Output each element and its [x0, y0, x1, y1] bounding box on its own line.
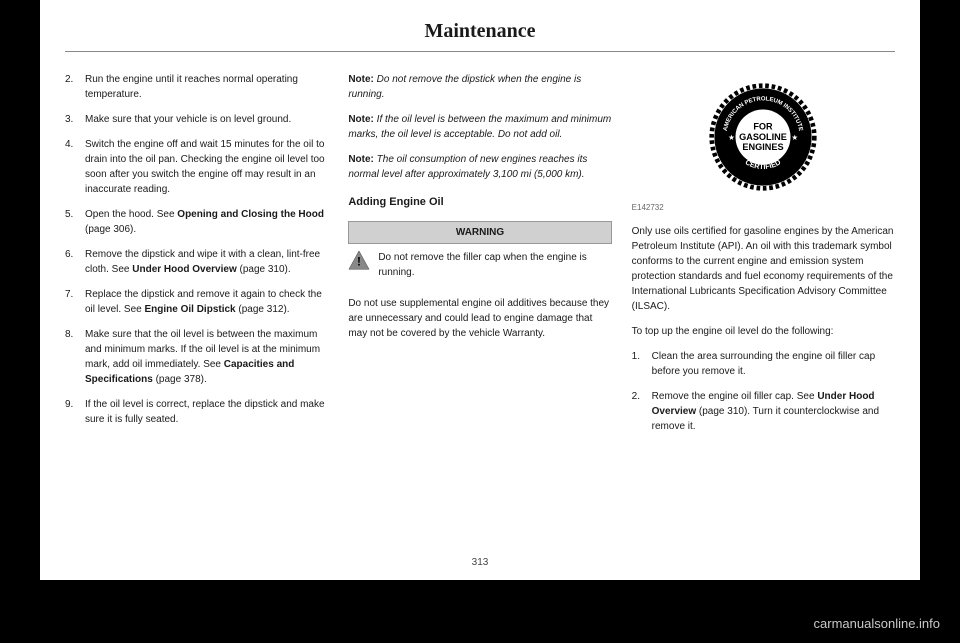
svg-text:★: ★: [792, 133, 799, 142]
list-number: 1.: [632, 349, 652, 379]
list-text: Remove the engine oil filler cap. See Un…: [652, 389, 895, 434]
section-heading: Adding Engine Oil: [348, 194, 611, 211]
list-number: 7.: [65, 287, 85, 317]
list-text: If the oil level is correct, replace the…: [85, 397, 328, 427]
warning-triangle-icon: !: [348, 250, 370, 270]
warning-box: WARNING ! Do not remove the filler cap w…: [348, 221, 611, 286]
page-container: Maintenance 2. Run the engine until it r…: [40, 0, 920, 580]
list-number: 5.: [65, 207, 85, 237]
svg-text:★: ★: [728, 133, 735, 142]
list-number: 4.: [65, 137, 85, 197]
list-item: 8. Make sure that the oil level is betwe…: [65, 327, 328, 387]
list-item: 2. Remove the engine oil filler cap. See…: [632, 389, 895, 434]
column-1: 2. Run the engine until it reaches norma…: [65, 72, 328, 444]
list-text: Run the engine until it reaches normal o…: [85, 72, 328, 102]
warning-header: WARNING: [348, 221, 611, 244]
list-item: 7. Replace the dipstick and remove it ag…: [65, 287, 328, 317]
list-text: Switch the engine off and wait 15 minute…: [85, 137, 328, 197]
list-text: Clean the area surrounding the engine oi…: [652, 349, 895, 379]
note-text: Note: If the oil level is between the ma…: [348, 112, 611, 142]
list-item: 5. Open the hood. See Opening and Closin…: [65, 207, 328, 237]
column-2: Note: Do not remove the dipstick when th…: [348, 72, 611, 444]
list-number: 8.: [65, 327, 85, 387]
header-divider: [65, 51, 895, 52]
list-item: 3. Make sure that your vehicle is on lev…: [65, 112, 328, 127]
page-title: Maintenance: [65, 20, 895, 43]
svg-text:ENGINES: ENGINES: [743, 142, 784, 152]
paragraph: To top up the engine oil level do the fo…: [632, 324, 895, 339]
list-item: 9. If the oil level is correct, replace …: [65, 397, 328, 427]
watermark-text: carmanualsonline.info: [814, 616, 940, 631]
list-number: 2.: [632, 389, 652, 434]
list-number: 6.: [65, 247, 85, 277]
note-text: Note: Do not remove the dipstick when th…: [348, 72, 611, 102]
list-item: 2. Run the engine until it reaches norma…: [65, 72, 328, 102]
svg-text:!: !: [357, 254, 361, 268]
list-number: 3.: [65, 112, 85, 127]
figure-label: E142732: [632, 202, 895, 214]
list-text: Make sure that the oil level is between …: [85, 327, 328, 387]
column-3: AMERICAN PETROLEUM INSTITUTE CERTIFIED F…: [632, 72, 895, 444]
list-text: Open the hood. See Opening and Closing t…: [85, 207, 328, 237]
list-text: Make sure that your vehicle is on level …: [85, 112, 328, 127]
paragraph: Do not use supplemental engine oil addit…: [348, 296, 611, 341]
list-text: Remove the dipstick and wipe it with a c…: [85, 247, 328, 277]
note-text: Note: The oil consumption of new engines…: [348, 152, 611, 182]
list-item: 4. Switch the engine off and wait 15 min…: [65, 137, 328, 197]
api-certification-logo: AMERICAN PETROLEUM INSTITUTE CERTIFIED F…: [632, 82, 895, 197]
svg-text:FOR: FOR: [754, 122, 774, 132]
svg-text:GASOLINE: GASOLINE: [739, 132, 787, 142]
list-text: Replace the dipstick and remove it again…: [85, 287, 328, 317]
content-columns: 2. Run the engine until it reaches norma…: [65, 72, 895, 444]
page-number: 313: [472, 557, 489, 568]
warning-body: ! Do not remove the filler cap when the …: [348, 244, 611, 286]
list-number: 2.: [65, 72, 85, 102]
paragraph: Only use oils certified for gasoline eng…: [632, 224, 895, 314]
list-item: 1. Clean the area surrounding the engine…: [632, 349, 895, 379]
list-number: 9.: [65, 397, 85, 427]
warning-text: Do not remove the filler cap when the en…: [378, 250, 611, 280]
list-item: 6. Remove the dipstick and wipe it with …: [65, 247, 328, 277]
